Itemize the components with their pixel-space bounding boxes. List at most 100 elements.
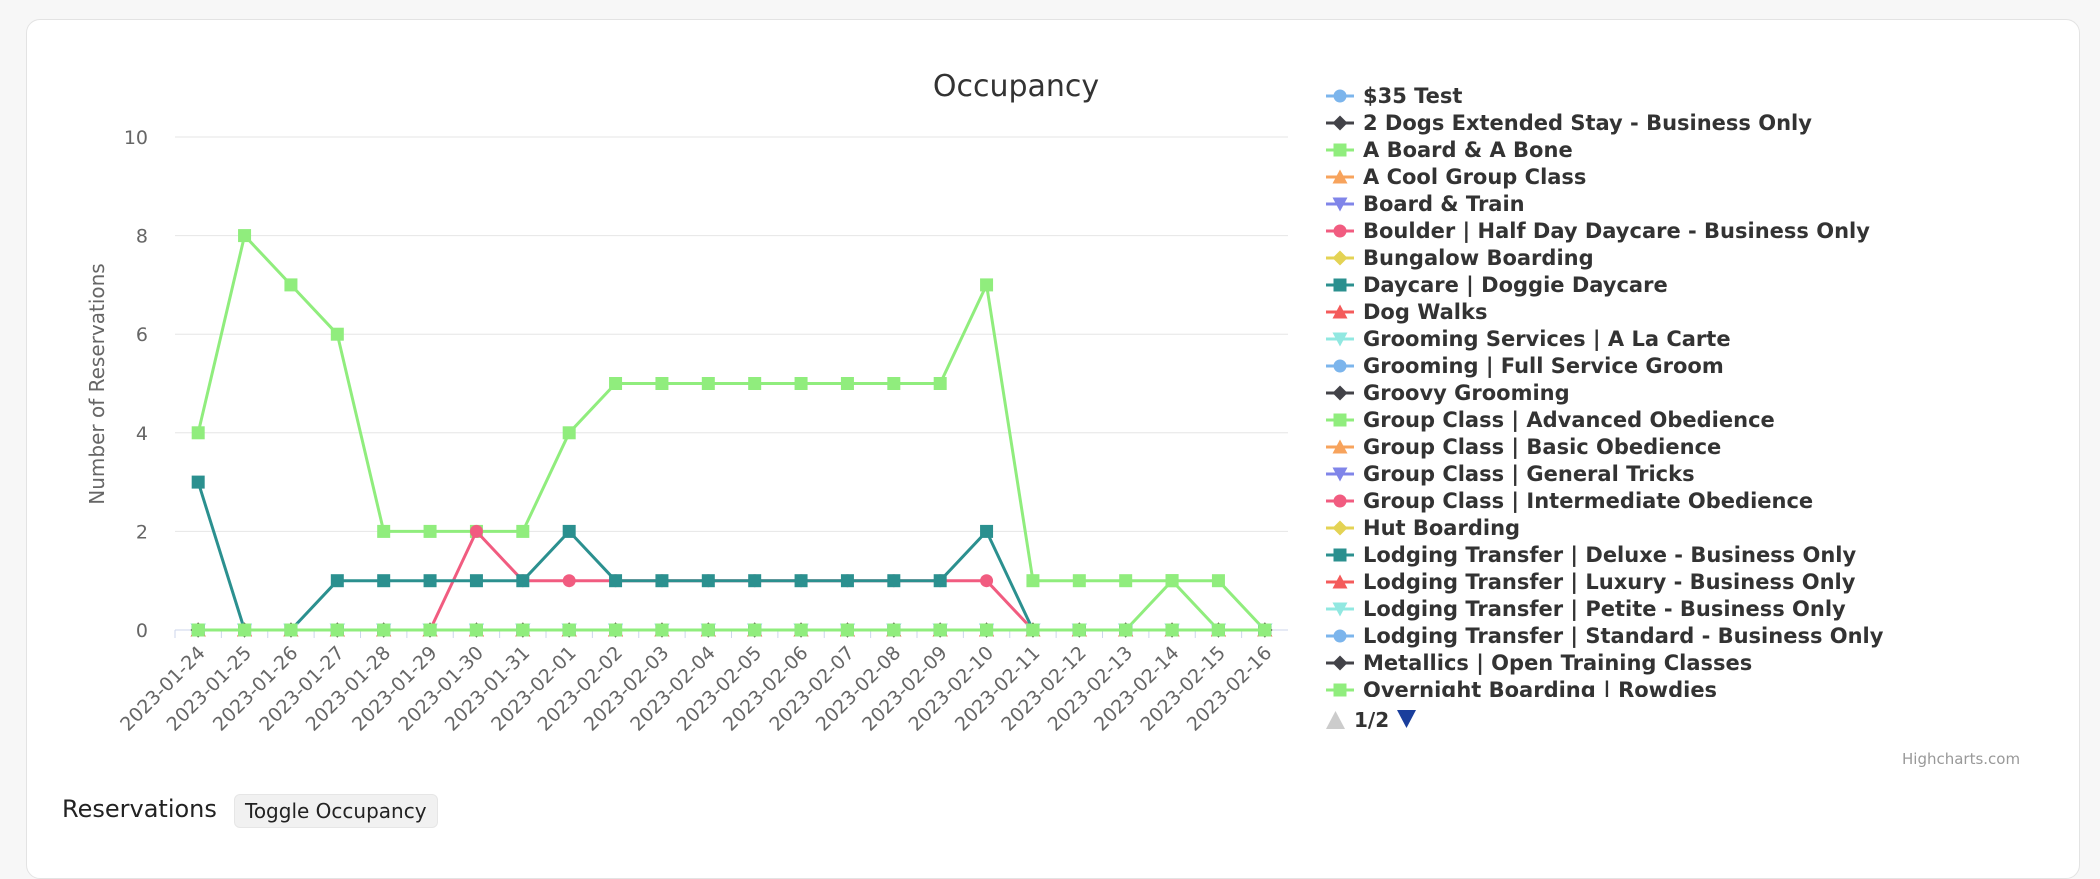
data-point[interactable] (887, 377, 901, 390)
data-point[interactable] (562, 524, 576, 538)
data-point[interactable] (191, 426, 205, 440)
legend-item-label: Dog Walks (1363, 300, 1487, 324)
legend-item[interactable]: Bungalow Boarding (1326, 246, 1594, 270)
data-point[interactable] (933, 623, 947, 637)
legend-item[interactable]: Group Class | Advanced Obedience (1326, 408, 1775, 433)
series-line[interactable] (198, 579, 1265, 632)
data-point[interactable] (1026, 574, 1040, 588)
data-point[interactable] (887, 574, 901, 588)
legend-item[interactable]: Lodging Transfer | Standard - Business O… (1326, 624, 1884, 649)
data-point[interactable] (980, 623, 994, 637)
legend-item[interactable]: Hut Boarding (1326, 516, 1520, 540)
data-point[interactable] (840, 574, 854, 588)
data-point[interactable] (748, 623, 762, 637)
legend-item-label: Bungalow Boarding (1363, 246, 1594, 270)
data-point[interactable] (191, 623, 205, 637)
data-point[interactable] (377, 574, 391, 588)
data-point[interactable] (980, 278, 994, 292)
legend-item[interactable]: Grooming Services | A La Carte (1326, 327, 1731, 352)
data-point[interactable] (469, 574, 483, 588)
legend-item[interactable]: A Board & A Bone (1326, 138, 1573, 162)
data-point[interactable] (609, 377, 623, 390)
legend-item[interactable]: Lodging Transfer | Deluxe - Business Onl… (1326, 543, 1856, 568)
data-point[interactable] (562, 426, 576, 440)
legend-item[interactable]: Group Class | General Tricks (1326, 462, 1695, 487)
legend-pager-down-icon[interactable] (1397, 710, 1416, 728)
legend-item[interactable]: Board & Train (1326, 192, 1525, 216)
legend-item[interactable]: Daycare | Doggie Daycare (1326, 273, 1668, 298)
data-point[interactable] (794, 574, 808, 588)
data-point[interactable] (655, 377, 669, 390)
data-point[interactable] (516, 524, 530, 538)
data-point[interactable] (933, 574, 947, 588)
data-point[interactable] (1211, 623, 1225, 637)
data-point[interactable] (1211, 574, 1225, 588)
data-point[interactable] (1026, 623, 1040, 637)
data-point[interactable] (238, 229, 252, 243)
data-point[interactable] (330, 327, 344, 341)
data-point[interactable] (284, 278, 298, 292)
legend-item[interactable]: Metallics | Open Training Classes (1326, 651, 1752, 676)
data-point[interactable] (980, 574, 994, 588)
data-point[interactable] (423, 574, 437, 588)
legend-item[interactable]: $35 Test (1326, 84, 1462, 108)
toggle-occupancy-button[interactable]: Toggle Occupancy (234, 794, 438, 828)
data-point[interactable] (238, 623, 252, 637)
data-point[interactable] (840, 377, 854, 390)
data-point[interactable] (516, 574, 530, 588)
data-point[interactable] (1165, 623, 1179, 637)
data-point[interactable] (284, 623, 298, 637)
legend-marker-symbol (1332, 250, 1348, 266)
data-point[interactable] (330, 574, 344, 588)
legend-item[interactable]: Boulder | Half Day Daycare - Business On… (1326, 219, 1870, 244)
legend-item[interactable]: Dog Walks (1326, 300, 1487, 324)
data-point[interactable] (1072, 574, 1086, 588)
data-point[interactable] (1119, 623, 1133, 637)
highcharts-credits[interactable]: Highcharts.com (1902, 750, 2021, 768)
legend-item[interactable]: Groovy Grooming (1326, 381, 1570, 405)
data-point[interactable] (377, 623, 391, 637)
data-point[interactable] (469, 524, 483, 538)
data-point[interactable] (887, 623, 901, 637)
data-point[interactable] (655, 623, 669, 637)
data-point[interactable] (609, 623, 623, 637)
legend-item[interactable]: A Cool Group Class (1326, 165, 1586, 189)
data-point[interactable] (423, 524, 437, 538)
data-point[interactable] (516, 623, 530, 637)
series-line[interactable] (196, 234, 1266, 632)
legend-item[interactable]: Group Class | Basic Obedience (1326, 435, 1721, 460)
legend-pager-up-icon[interactable] (1326, 711, 1345, 729)
legend-item[interactable]: Lodging Transfer | Petite - Business Onl… (1326, 597, 1846, 622)
legend-item-label: Groovy Grooming (1363, 381, 1570, 405)
data-point[interactable] (423, 623, 437, 637)
data-point[interactable] (1258, 623, 1272, 637)
data-point[interactable] (609, 574, 623, 588)
data-point[interactable] (191, 475, 205, 489)
data-point[interactable] (701, 623, 715, 637)
data-point[interactable] (840, 623, 854, 637)
data-point[interactable] (562, 623, 576, 637)
data-point[interactable] (794, 377, 808, 390)
legend-marker-symbol (1332, 115, 1348, 131)
data-point[interactable] (562, 574, 576, 588)
data-point[interactable] (748, 377, 762, 390)
data-point[interactable] (748, 574, 762, 588)
data-point[interactable] (655, 574, 669, 588)
data-point[interactable] (1072, 623, 1086, 637)
legend-item[interactable]: Group Class | Intermediate Obedience (1326, 489, 1813, 514)
data-point[interactable] (377, 524, 391, 538)
data-point[interactable] (1119, 574, 1133, 588)
data-point[interactable] (469, 623, 483, 637)
data-point[interactable] (933, 377, 947, 390)
series-line[interactable] (196, 481, 1265, 632)
legend-item[interactable]: 2 Dogs Extended Stay - Business Only (1326, 111, 1812, 135)
legend-item[interactable]: Overnight Boarding | Rowdies (1326, 678, 1717, 703)
data-point[interactable] (701, 574, 715, 588)
data-point[interactable] (701, 377, 715, 390)
legend-item[interactable]: Grooming | Full Service Groom (1326, 354, 1724, 379)
data-point[interactable] (794, 623, 808, 637)
data-point[interactable] (1165, 574, 1179, 588)
legend-item[interactable]: Lodging Transfer | Luxury - Business Onl… (1326, 570, 1856, 595)
data-point[interactable] (330, 623, 344, 637)
data-point[interactable] (980, 524, 994, 538)
